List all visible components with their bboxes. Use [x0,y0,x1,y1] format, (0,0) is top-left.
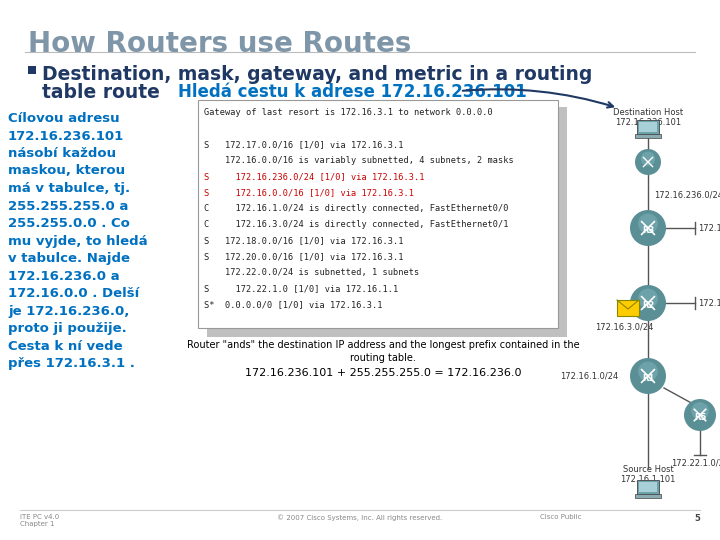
FancyBboxPatch shape [635,134,661,138]
Text: S     172.16.0.0/16 [1/0] via 172.16.3.1: S 172.16.0.0/16 [1/0] via 172.16.3.1 [204,188,414,197]
Text: R5: R5 [694,413,706,422]
FancyBboxPatch shape [198,100,558,328]
Text: S   172.18.0.0/16 [1/0] via 172.16.3.1: S 172.18.0.0/16 [1/0] via 172.16.3.1 [204,236,403,245]
Circle shape [638,214,658,233]
Text: 5: 5 [694,514,700,523]
Text: 172.17.0.0/16: 172.17.0.0/16 [698,224,720,233]
Circle shape [630,285,666,321]
Text: Destination, mask, gateway, and metric in a routing: Destination, mask, gateway, and metric i… [42,65,593,84]
Text: 172.16.1.0/24: 172.16.1.0/24 [559,372,618,381]
Text: R1: R1 [642,374,654,383]
Text: © 2007 Cisco Systems, Inc. All rights reserved.: © 2007 Cisco Systems, Inc. All rights re… [277,514,443,521]
Text: ITE PC v4.0
Chapter 1: ITE PC v4.0 Chapter 1 [20,514,59,527]
Circle shape [691,402,708,420]
FancyBboxPatch shape [636,480,660,495]
Text: 172.18.0.0/16: 172.18.0.0/16 [698,299,720,307]
FancyBboxPatch shape [636,120,660,134]
FancyBboxPatch shape [639,122,657,132]
Text: Destination Host
172.16.236.101: Destination Host 172.16.236.101 [613,108,683,127]
Circle shape [638,288,658,308]
Text: Source Host
172.16.1.101: Source Host 172.16.1.101 [621,465,675,484]
Text: Gateway of last resort is 172.16.3.1 to network 0.0.0.0: Gateway of last resort is 172.16.3.1 to … [204,108,492,117]
Text: table route: table route [42,83,160,102]
Text: S     172.22.1.0 [1/0] via 172.16.1.1: S 172.22.1.0 [1/0] via 172.16.1.1 [204,284,398,293]
Text: C     172.16.1.0/24 is directly connected, FastEthernet0/0: C 172.16.1.0/24 is directly connected, F… [204,204,508,213]
Text: Router "ands" the destination IP address and the longest prefix contained in the: Router "ands" the destination IP address… [186,340,580,363]
Text: 172.22.1.0/24: 172.22.1.0/24 [671,458,720,467]
FancyBboxPatch shape [635,495,661,497]
Text: S*  0.0.0.0/0 [1/0] via 172.16.3.1: S* 0.0.0.0/0 [1/0] via 172.16.3.1 [204,300,382,309]
Text: C     172.16.3.0/24 is directly connected, FastEthernet0/1: C 172.16.3.0/24 is directly connected, F… [204,220,508,229]
FancyBboxPatch shape [639,482,657,492]
Text: Cílovou adresu
172.16.236.101
násobí každou
maskou, kterou
má v tabulce, tj.
255: Cílovou adresu 172.16.236.101 násobí kaž… [8,112,148,370]
Circle shape [630,210,666,246]
FancyBboxPatch shape [207,107,567,337]
Circle shape [638,362,658,381]
Text: 172.16.3.0/24: 172.16.3.0/24 [595,322,653,331]
Text: 172.16.236.0/24: 172.16.236.0/24 [654,191,720,199]
Circle shape [641,152,655,166]
FancyBboxPatch shape [617,300,639,316]
Circle shape [630,358,666,394]
Text: Cisco Public: Cisco Public [540,514,582,520]
Text: 172.22.0.0/24 is subnetted, 1 subnets: 172.22.0.0/24 is subnetted, 1 subnets [204,268,419,277]
Text: R3: R3 [642,226,654,235]
Text: 172.16.0.0/16 is variably subnetted, 4 subnets, 2 masks: 172.16.0.0/16 is variably subnetted, 4 s… [204,156,514,165]
Text: How Routers use Routes: How Routers use Routes [28,30,411,58]
Text: S     172.16.236.0/24 [1/0] via 172.16.3.1: S 172.16.236.0/24 [1/0] via 172.16.3.1 [204,172,425,181]
Text: S   172.20.0.0/16 [1/0] via 172.16.3.1: S 172.20.0.0/16 [1/0] via 172.16.3.1 [204,252,403,261]
Text: Hledá cestu k adrese 172.16.236.101: Hledá cestu k adrese 172.16.236.101 [178,83,527,101]
Text: R2: R2 [642,301,654,310]
Bar [28,66,36,74]
Circle shape [684,399,716,431]
Circle shape [635,149,661,175]
Text: 172.16.236.101 + 255.255.255.0 = 172.16.236.0: 172.16.236.101 + 255.255.255.0 = 172.16.… [245,368,521,378]
Text: S   172.17.0.0/16 [1/0] via 172.16.3.1: S 172.17.0.0/16 [1/0] via 172.16.3.1 [204,140,403,149]
